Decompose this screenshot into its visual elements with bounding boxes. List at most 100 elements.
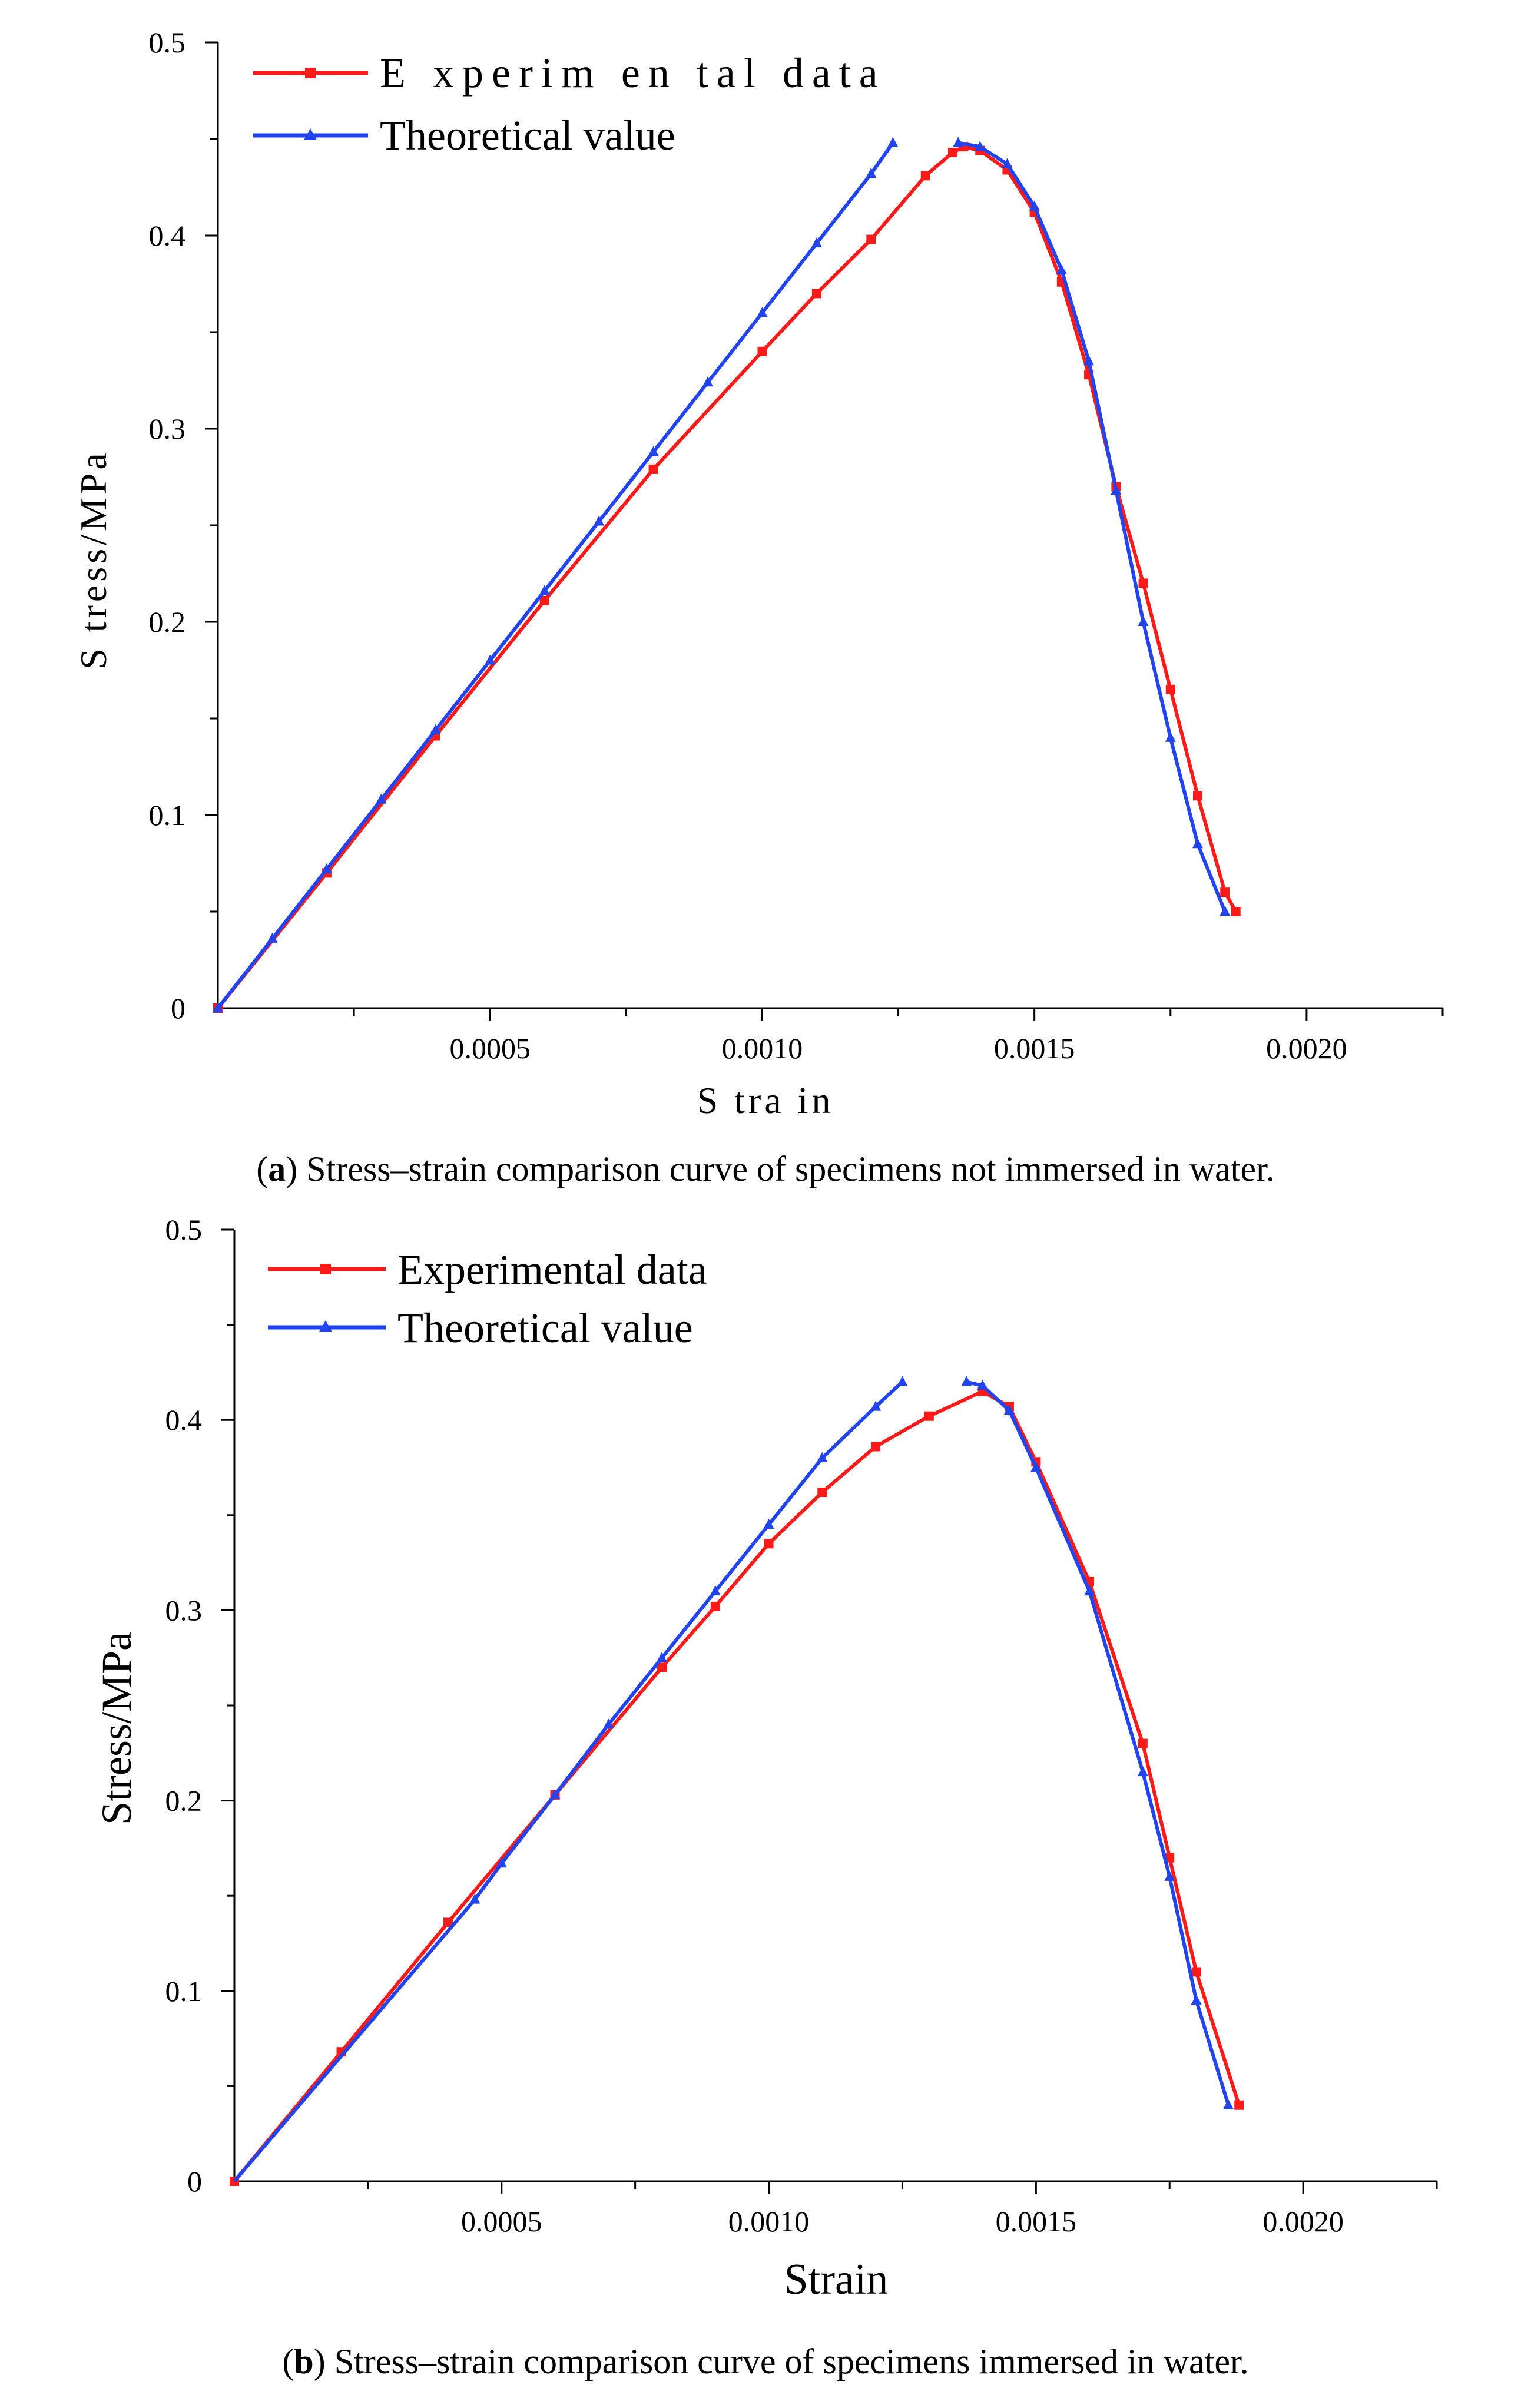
y-tick-label: 0.4 [165,1403,203,1436]
y-tick-label: 0 [187,2165,202,2198]
panel-a-chart: 0.0005 0.0010 0.0015 0.0020 0 0.1 0.2 0.3 0.4 0.5… [72,26,1444,1188]
data-point-experimental [924,1411,934,1421]
legend-label-experimental: E xperim en tal data [380,49,886,97]
series-line-theoretical [216,141,894,1009]
data-point-experimental [1234,2100,1244,2110]
data-point-theoretical [1111,484,1122,495]
data-point-theoretical [1137,1766,1148,1777]
data-point-experimental [539,595,549,605]
data-point-theoretical [1165,731,1176,742]
data-point-theoretical [1083,355,1095,366]
data-point-experimental [764,1539,774,1549]
panel-b-caption-text: ) Stress–strain comparison curve of spec… [314,2342,1249,2381]
data-point-experimental [1138,1738,1148,1748]
data-point-theoretical [811,237,822,248]
panel-a-caption-text: ) Stress–strain comparison curve of spec… [286,1150,1275,1188]
data-point-theoretical [539,585,550,595]
x-tick-label: 0.0015 [994,1032,1075,1065]
panel-b-chart: 0.0005 0.0010 0.0015 0.0020 0 0.1 0.2 0.3 0.4 0.5… [93,1213,1438,2381]
panel-b-x-axis-label: Strain [784,2255,889,2304]
y-tick-label: 0.1 [165,1975,203,2008]
data-point-theoretical [961,1376,972,1386]
legend-label-theoretical: Theoretical value [397,1304,693,1352]
data-point-theoretical [757,307,768,317]
panel-b-series [230,1376,1244,2186]
data-point-experimental [1220,887,1230,897]
x-tick-label: 0.0010 [728,2205,810,2238]
panel-a-axes: 0.0005 0.0010 0.0015 0.0020 0 0.1 0.2 0.3 0.4 0.5 [149,26,1444,1065]
data-point-experimental [948,147,957,157]
data-point-theoretical [1029,200,1040,211]
data-point-theoretical [710,1585,721,1596]
data-point-theoretical [1084,1585,1095,1596]
data-point-experimental [1138,578,1148,588]
data-point-experimental [657,1662,667,1672]
data-point-theoretical [321,863,332,873]
panel-a-x-axis-label: S tra in [697,1079,834,1121]
data-point-theoretical [977,1380,988,1390]
data-point-theoretical [897,1376,908,1386]
data-point-theoretical [887,137,899,147]
data-point-theoretical [603,1718,614,1729]
panel-a-caption: (a) Stress–strain comparison curve of sp… [256,1150,1275,1188]
series-line-experimental [216,145,1238,1009]
data-point-experimental [1231,907,1241,916]
data-point-theoretical [213,1002,223,1012]
data-point-theoretical [1191,1994,1202,2005]
panel-b-axes: 0.0005 0.0010 0.0015 0.0020 0 0.1 0.2 0.3 0.4 0.5 [165,1213,1438,2238]
data-point-experimental [757,346,767,356]
series-line-experimental [233,1389,1241,2182]
data-point-theoretical [1220,906,1231,916]
panel-a-caption-letter: a [268,1150,286,1188]
data-point-theoretical [1192,838,1203,849]
x-tick-label: 0.0005 [449,1032,531,1065]
panel-a-legend: E xperim en tal data Theoretical value [253,49,886,159]
y-tick-label: 0.2 [149,605,186,638]
data-point-theoretical [594,515,605,526]
data-point-experimental [811,289,821,299]
panel-b-y-axis-label: Stress/MPa [93,1632,140,1825]
data-point-theoretical [376,793,387,804]
data-point-theoretical [657,1652,668,1662]
data-point-theoretical [1138,616,1149,626]
legend-marker-experimental [320,1264,331,1274]
legend-marker-theoretical [304,128,317,140]
legend-label-theoretical: Theoretical value [380,112,675,159]
x-tick-label: 0.0010 [722,1032,803,1065]
data-point-experimental [920,171,930,181]
data-point-theoretical [975,141,986,151]
panel-a-series [213,137,1241,1013]
data-point-theoretical [702,376,713,387]
series-line-theoretical [957,141,1227,913]
data-point-theoretical [496,1857,507,1868]
y-tick-label: 0.3 [165,1594,203,1627]
data-point-experimental [1191,1967,1201,1977]
panel-b-caption: (b) Stress–strain comparison curve of sp… [282,2342,1248,2381]
data-point-theoretical [469,1893,480,1904]
y-tick-label: 0.4 [149,219,186,252]
panel-a-y-axis-label: S tress/MPa [72,449,114,670]
data-point-theoretical [1056,264,1067,275]
data-point-theoretical [763,1518,774,1529]
data-point-theoretical [648,446,659,456]
y-tick-label: 0.1 [149,799,186,832]
series-line-theoretical [473,1380,904,1901]
data-point-experimental [871,1442,881,1452]
data-point-theoretical [817,1452,828,1462]
data-point-experimental [648,464,658,474]
x-tick-label: 0.0005 [461,2205,542,2238]
data-point-theoretical [953,137,964,147]
series-line-theoretical-lead-in [233,1898,476,2182]
data-point-theoretical [1002,158,1013,168]
y-tick-label: 0.3 [149,412,186,445]
data-point-theoretical [485,654,496,665]
y-tick-label: 0.5 [149,26,186,59]
data-point-theoretical [549,1788,561,1799]
panel-a-caption-open: ( [256,1150,268,1188]
legend-marker-experimental [305,68,316,78]
y-tick-label: 0.5 [165,1213,203,1246]
series-line-theoretical [966,1380,1230,2106]
data-point-experimental [817,1488,827,1498]
x-tick-label: 0.0020 [1266,1032,1347,1065]
